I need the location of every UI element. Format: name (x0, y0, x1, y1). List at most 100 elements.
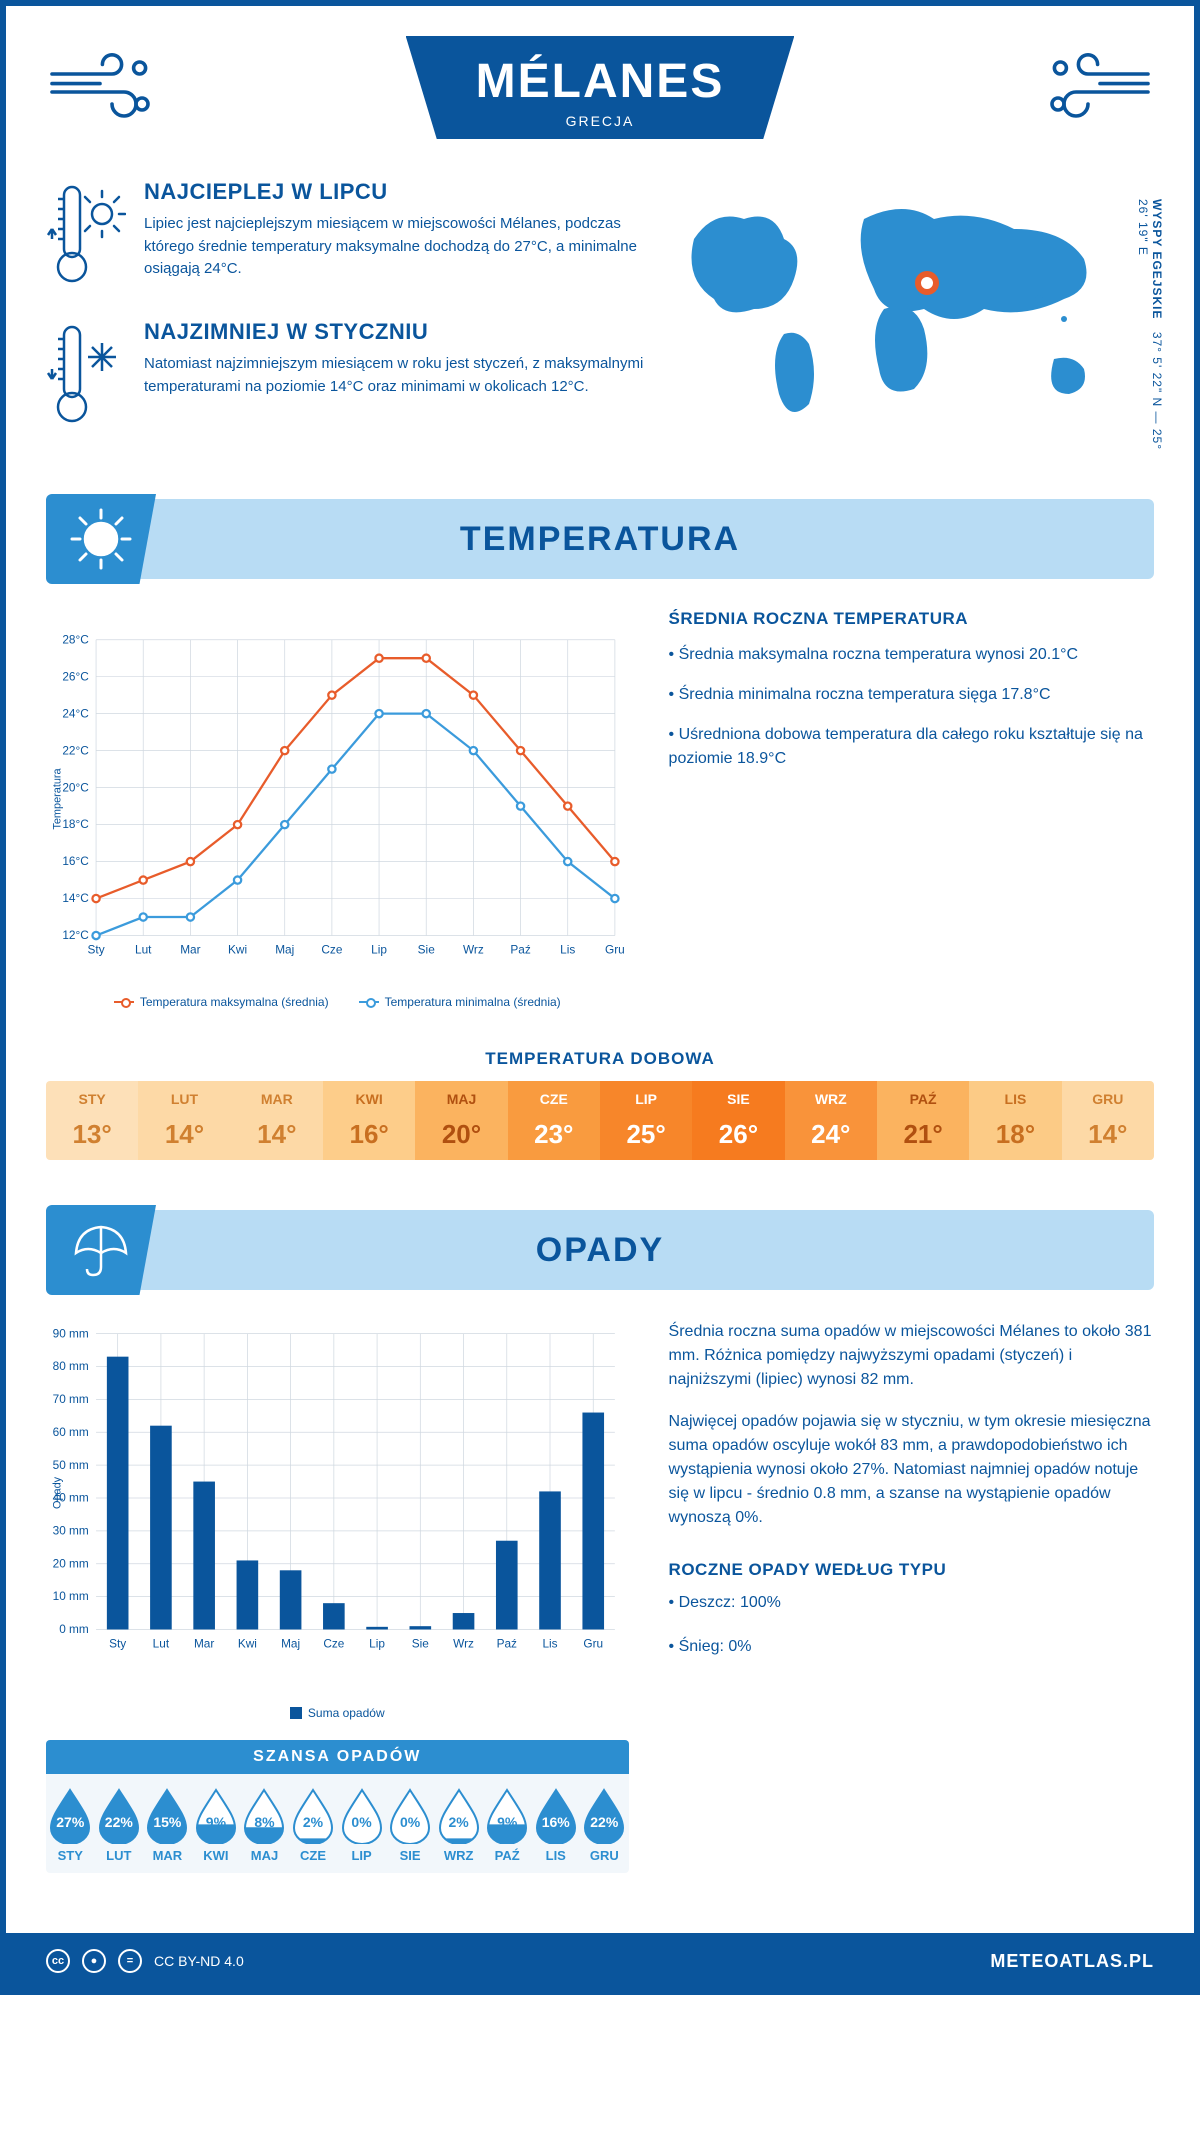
temp-summary-title: ŚREDNIA ROCZNA TEMPERATURA (669, 609, 1154, 629)
svg-text:Sie: Sie (412, 1637, 430, 1651)
svg-text:16°C: 16°C (62, 854, 89, 868)
legend-min: Temperatura minimalna (średnia) (385, 995, 561, 1009)
svg-text:Lip: Lip (369, 1637, 385, 1651)
svg-text:24°C: 24°C (62, 706, 89, 720)
precip-p2: Najwięcej opadów pojawia się w styczniu,… (669, 1410, 1154, 1530)
country-subtitle: GRECJA (476, 113, 725, 129)
svg-text:80 mm: 80 mm (53, 1359, 89, 1373)
svg-text:30 mm: 30 mm (53, 1524, 89, 1538)
svg-text:Wrz: Wrz (463, 943, 484, 957)
temperature-line-chart: 12°C14°C16°C18°C20°C22°C24°C26°C28°CStyL… (46, 609, 629, 989)
svg-text:10 mm: 10 mm (53, 1589, 89, 1603)
svg-text:14°C: 14°C (62, 891, 89, 905)
thermometer-sun-icon (46, 179, 126, 289)
svg-text:Lis: Lis (560, 943, 575, 957)
hot-text: Lipiec jest najcieplejszym miesiącem w m… (144, 213, 644, 281)
by-icon: ● (82, 1949, 106, 1973)
svg-text:Temperatura: Temperatura (52, 767, 64, 829)
precip-text: Średnia roczna suma opadów w miejscowośc… (669, 1320, 1154, 1903)
svg-text:60 mm: 60 mm (53, 1425, 89, 1439)
svg-text:28°C: 28°C (62, 632, 89, 646)
site-name: METEOATLAS.PL (990, 1951, 1154, 1972)
precip-type-title: ROCZNE OPADY WEDŁUG TYPU (669, 1560, 1154, 1580)
svg-text:Mar: Mar (194, 1637, 214, 1651)
svg-text:90 mm: 90 mm (53, 1326, 89, 1340)
chance-cell: 2% CZE (289, 1774, 338, 1873)
daily-temp-cell: PAŹ21° (877, 1081, 969, 1160)
wind-icon-right (1034, 46, 1154, 126)
chance-cell: 2% WRZ (434, 1774, 483, 1873)
chance-cell: 27% STY (46, 1774, 95, 1873)
temp-summary: ŚREDNIA ROCZNA TEMPERATURA • Średnia mak… (669, 609, 1154, 1009)
chance-title: SZANSA OPADÓW (46, 1740, 629, 1774)
svg-text:Lip: Lip (371, 943, 387, 957)
precipitation-title: OPADY (536, 1231, 664, 1270)
chance-cell: 22% GRU (580, 1774, 629, 1873)
cold-title: NAJZIMNIEJ W STYCZNIU (144, 319, 644, 345)
svg-text:Sie: Sie (418, 943, 436, 957)
svg-text:Opady: Opady (52, 1476, 64, 1509)
svg-text:0 mm: 0 mm (59, 1622, 89, 1636)
svg-text:Kwi: Kwi (238, 1637, 257, 1651)
temp-bullet: • Średnia maksymalna roczna temperatura … (669, 643, 1154, 667)
chance-cell: 9% KWI (192, 1774, 241, 1873)
daily-temp-cell: CZE23° (508, 1081, 600, 1160)
cold-info: NAJZIMNIEJ W STYCZNIU Natomiast najzimni… (46, 319, 644, 429)
temperature-title: TEMPERATURA (460, 520, 740, 559)
svg-text:20°C: 20°C (62, 780, 89, 794)
svg-text:Gru: Gru (605, 943, 625, 957)
chance-cell: 0% SIE (386, 1774, 435, 1873)
nd-icon: = (118, 1949, 142, 1973)
svg-text:Maj: Maj (281, 1637, 300, 1651)
svg-text:18°C: 18°C (62, 817, 89, 831)
daily-temp-cell: LIS18° (969, 1081, 1061, 1160)
daily-temp-cell: WRZ24° (785, 1081, 877, 1160)
coordinates: WYSPY EGEJSKIE 37° 5' 22" N — 25° 26' 19… (1136, 199, 1164, 459)
daily-temp-cell: KWI16° (323, 1081, 415, 1160)
svg-text:26°C: 26°C (62, 669, 89, 683)
svg-text:Cze: Cze (323, 1637, 344, 1651)
precip-legend-label: Suma opadów (308, 1706, 385, 1720)
daily-temp-cell: LIP25° (600, 1081, 692, 1160)
svg-text:Paź: Paź (510, 943, 530, 957)
daily-temp-strip: STY13°LUT14°MAR14°KWI16°MAJ20°CZE23°LIP2… (46, 1081, 1154, 1160)
footer: cc ● = CC BY-ND 4.0 METEOATLAS.PL (6, 1933, 1194, 1989)
region-label: WYSPY EGEJSKIE (1150, 199, 1164, 319)
hot-title: NAJCIEPLEJ W LIPCU (144, 179, 644, 205)
cc-icon: cc (46, 1949, 70, 1973)
svg-text:Lut: Lut (153, 1637, 170, 1651)
daily-temp-title: TEMPERATURA DOBOWA (46, 1049, 1154, 1069)
svg-text:Kwi: Kwi (228, 943, 247, 957)
svg-text:Sty: Sty (88, 943, 105, 957)
temp-bullet: • Średnia minimalna roczna temperatura s… (669, 683, 1154, 707)
svg-text:Mar: Mar (180, 943, 200, 957)
precip-p1: Średnia roczna suma opadów w miejscowośc… (669, 1320, 1154, 1392)
svg-text:Lut: Lut (135, 943, 152, 957)
svg-text:50 mm: 50 mm (53, 1458, 89, 1472)
chance-cell: 22% LUT (95, 1774, 144, 1873)
svg-text:Gru: Gru (583, 1637, 603, 1651)
chance-cell: 9% PAŹ (483, 1774, 532, 1873)
precip-legend: Suma opadów (46, 1706, 629, 1720)
world-map: WYSPY EGEJSKIE 37° 5' 22" N — 25° 26' 19… (674, 179, 1154, 459)
header: MÉLANES GRECJA (46, 36, 1154, 139)
svg-text:Lis: Lis (542, 1637, 557, 1651)
precipitation-bar-chart: 0 mm10 mm20 mm30 mm40 mm50 mm60 mm70 mm8… (46, 1320, 629, 1700)
precip-by-type: ROCZNE OPADY WEDŁUG TYPU • Deszcz: 100%•… (669, 1560, 1154, 1659)
svg-text:Paź: Paź (497, 1637, 517, 1651)
svg-text:20 mm: 20 mm (53, 1556, 89, 1570)
license-text: CC BY-ND 4.0 (154, 1953, 244, 1969)
hot-info: NAJCIEPLEJ W LIPCU Lipiec jest najcieple… (46, 179, 644, 289)
svg-text:Sty: Sty (109, 1637, 126, 1651)
temp-legend: Temperatura maksymalna (średnia) Tempera… (46, 995, 629, 1009)
umbrella-icon (46, 1205, 156, 1295)
precip-type-line: • Śnieg: 0% (669, 1634, 1154, 1660)
svg-text:Wrz: Wrz (453, 1637, 474, 1651)
precipitation-section-header: OPADY (46, 1210, 1154, 1290)
daily-temp-cell: GRU14° (1062, 1081, 1154, 1160)
svg-text:70 mm: 70 mm (53, 1392, 89, 1406)
temp-bullet: • Uśredniona dobowa temperatura dla całe… (669, 723, 1154, 771)
daily-temp-cell: MAR14° (231, 1081, 323, 1160)
chance-cell: 0% LIP (337, 1774, 386, 1873)
page-title: MÉLANES (476, 54, 725, 109)
